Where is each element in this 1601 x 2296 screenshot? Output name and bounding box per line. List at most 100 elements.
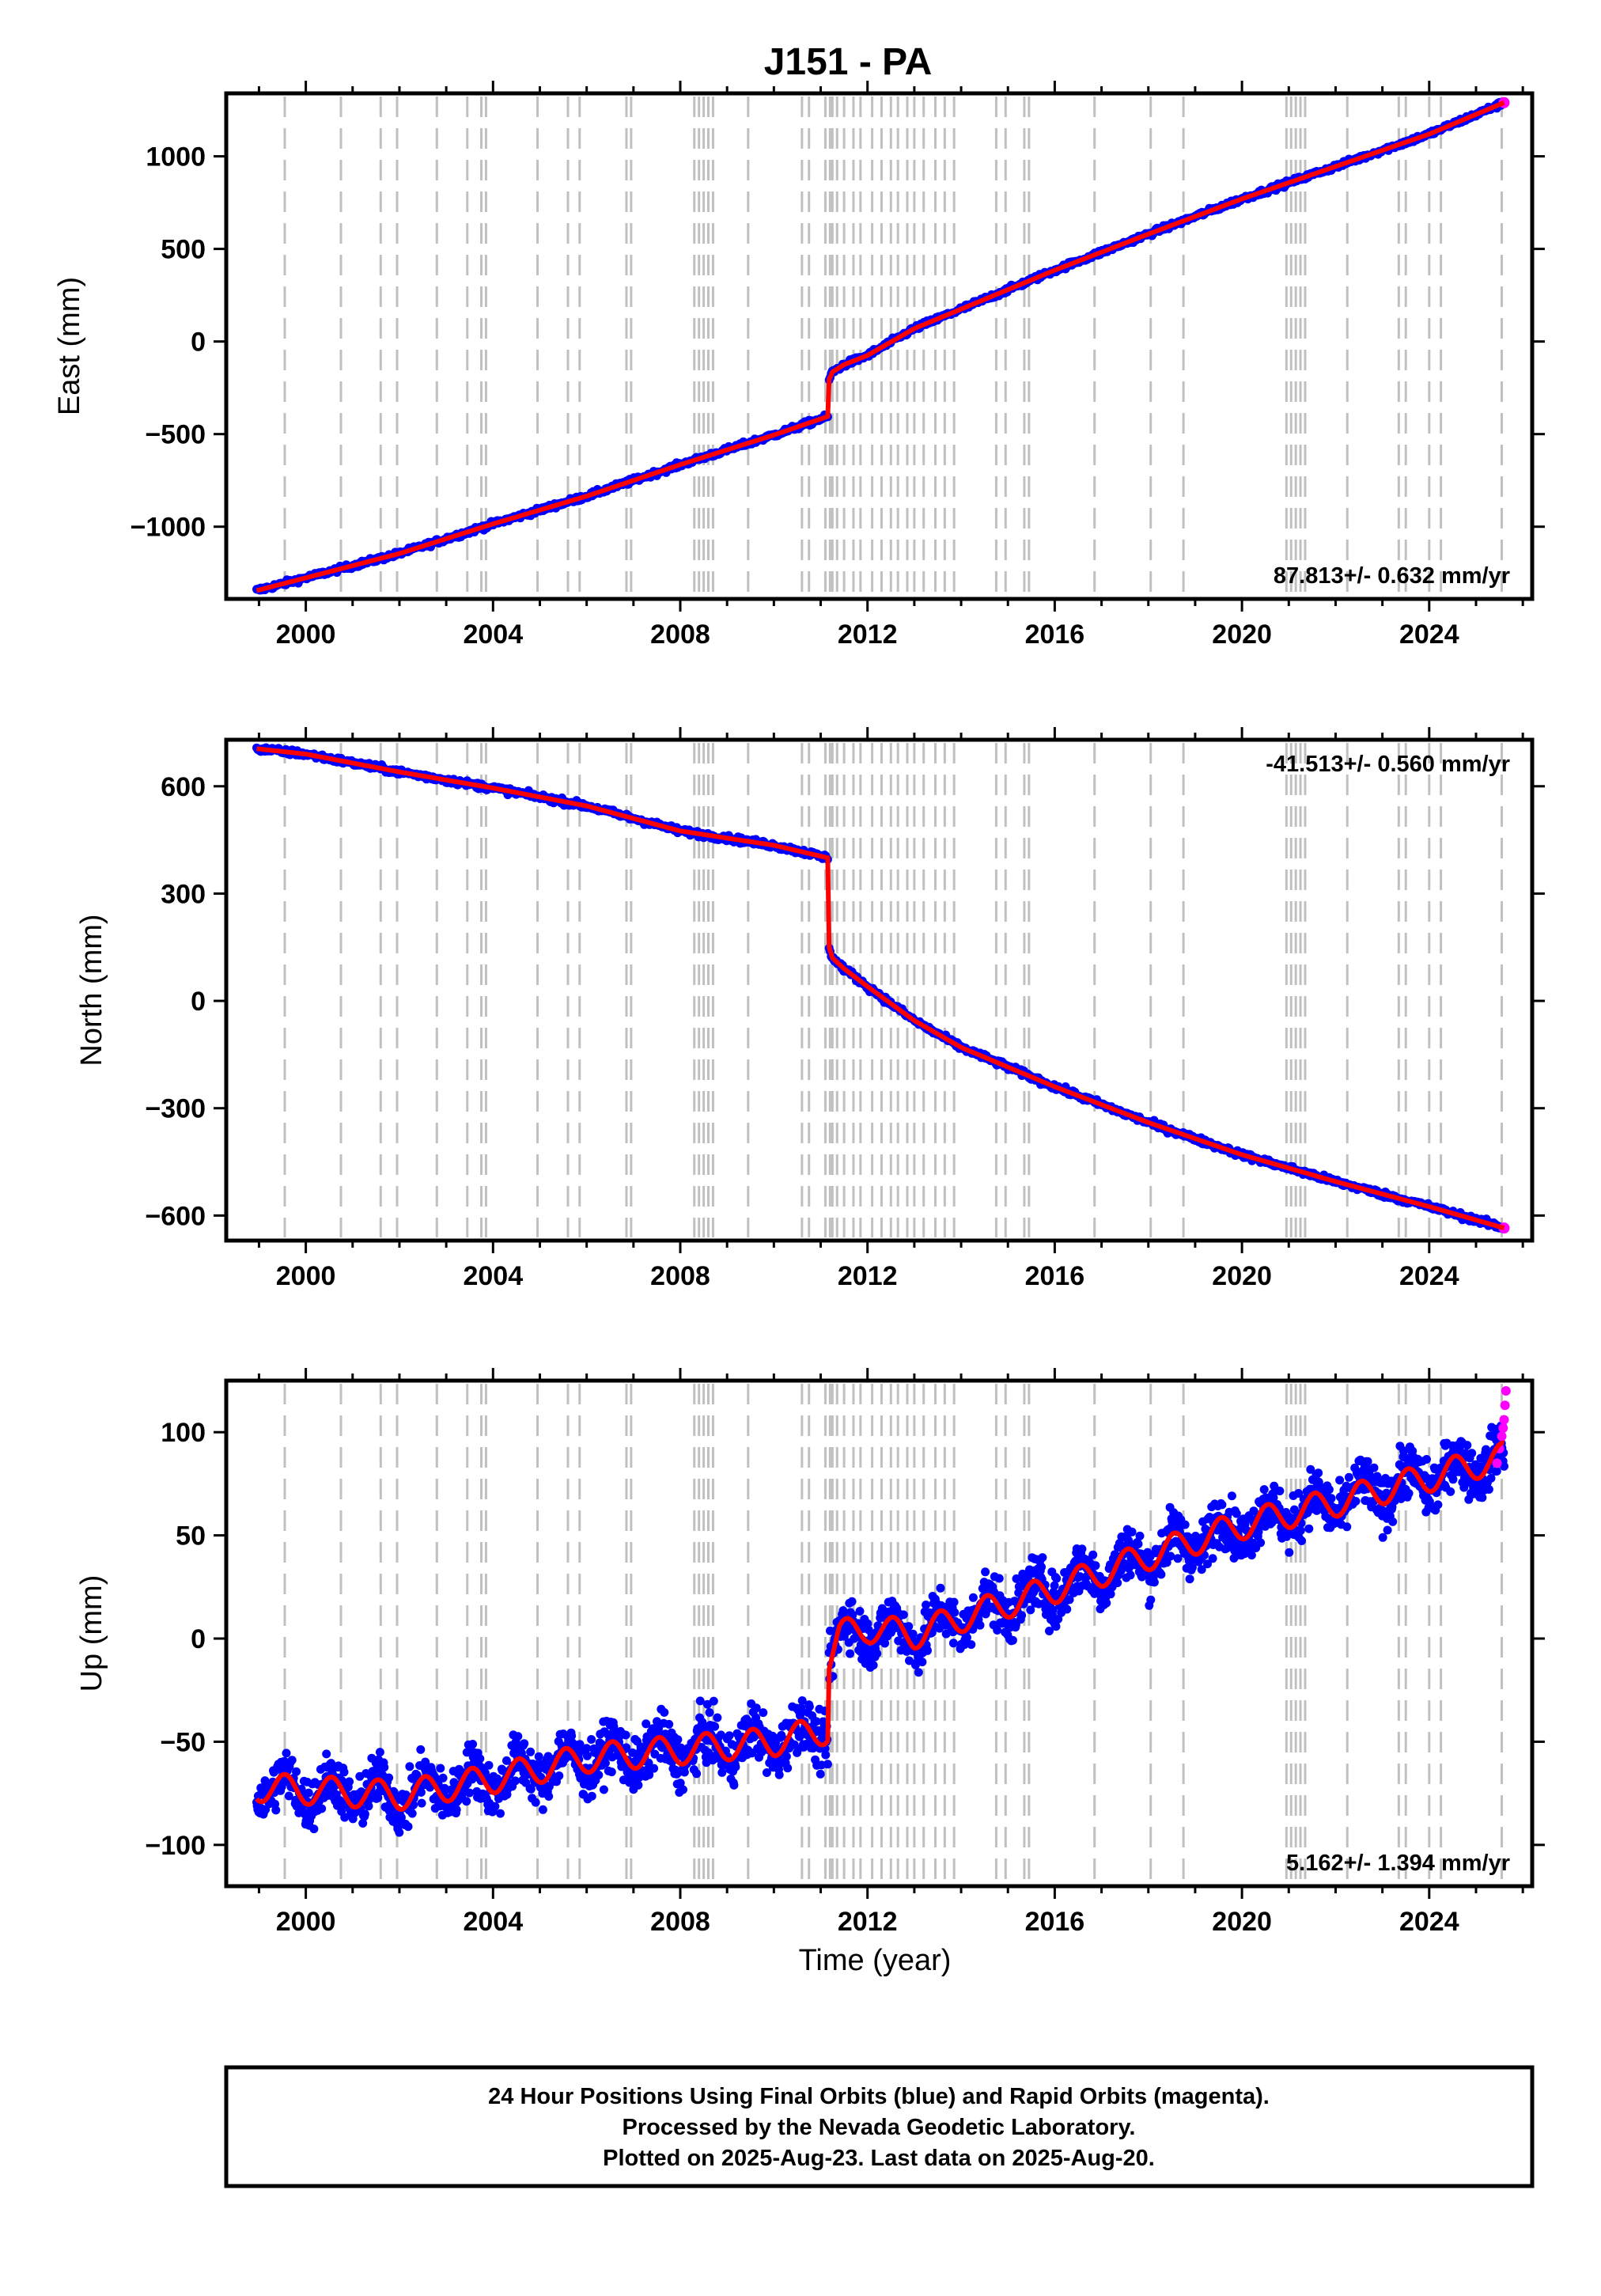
data-point: [774, 1770, 784, 1779]
x-tick-label: 2020: [1212, 1261, 1272, 1291]
data-point: [287, 1756, 297, 1765]
y-tick-label: 0: [191, 987, 206, 1017]
east-panel: 2000 2004 2008 2012 2016 2020 2024−1000−500050…: [53, 81, 1545, 650]
x-tick-label: 2004: [463, 1261, 523, 1291]
data-point: [1146, 1595, 1156, 1605]
east-y-axis-label: East (mm): [53, 277, 86, 415]
data-point: [709, 1696, 718, 1706]
data-point: [804, 1702, 814, 1711]
north-step-lines: [283, 743, 1504, 1237]
data-point: [1342, 1522, 1352, 1532]
data-point: [1091, 1561, 1100, 1570]
east-step-lines: [283, 97, 1504, 596]
data-point: [1156, 1570, 1166, 1579]
data-point: [531, 1798, 540, 1807]
data-point: [717, 1767, 727, 1777]
data-point: [729, 1780, 739, 1790]
data-point: [936, 1583, 945, 1593]
data-point: [679, 1767, 689, 1777]
x-tick-label: 2008: [650, 1261, 710, 1291]
data-point: [1256, 1538, 1266, 1548]
data-point: [1344, 1472, 1353, 1482]
data-point: [816, 1769, 825, 1779]
data-point: [1052, 1574, 1062, 1583]
data-point: [664, 1719, 674, 1729]
data-point: [994, 1574, 1004, 1583]
north-y-axis-label: North (mm): [75, 914, 108, 1066]
data-point: [660, 1707, 669, 1717]
data-point: [1126, 1570, 1135, 1580]
x-tick-label: 2020: [1212, 619, 1272, 650]
data-point: [1369, 1463, 1379, 1472]
data-point: [1038, 1553, 1047, 1563]
data-point: [634, 1780, 643, 1790]
data-point: [948, 1639, 958, 1648]
data-point: [1217, 1500, 1227, 1510]
data-point: [968, 1593, 978, 1602]
data-point: [1388, 1517, 1398, 1526]
y-tick-label: 0: [191, 328, 206, 358]
north-panel: 2000 2004 2008 2012 2016 2020 2024−600−3000300…: [75, 727, 1545, 1291]
data-point: [1404, 1489, 1414, 1498]
data-point: [1008, 1635, 1017, 1645]
data-point: [981, 1567, 990, 1577]
y-tick-label: 500: [161, 235, 206, 265]
y-tick-label: −300: [145, 1094, 206, 1124]
data-point: [782, 1752, 791, 1761]
data-point: [1383, 1525, 1392, 1535]
data-point: [918, 1658, 927, 1667]
data-point: [417, 1798, 426, 1808]
data-point: [304, 1788, 313, 1798]
data-point: [538, 1805, 547, 1814]
data-point: [309, 1824, 319, 1834]
data-point: [360, 1809, 369, 1819]
data-point: [271, 1805, 281, 1815]
x-tick-label: 2000: [276, 619, 336, 650]
data-point: [1314, 1468, 1323, 1478]
data-point: [1149, 1578, 1159, 1587]
data-point: [375, 1748, 384, 1757]
data-point: [759, 1708, 768, 1718]
data-point: [465, 1788, 475, 1798]
data-point: [544, 1792, 554, 1801]
data-point: [713, 1713, 722, 1722]
data-point: [599, 1785, 608, 1794]
data-point: [403, 1822, 413, 1832]
data-point: [1335, 1476, 1345, 1485]
data-point: [475, 1754, 485, 1764]
data-point: [1378, 1533, 1387, 1542]
data-point: [490, 1802, 500, 1811]
data-point: [872, 1649, 882, 1658]
data-point: [692, 1769, 702, 1779]
x-tick-label: 2016: [1025, 1261, 1085, 1291]
x-tick-label: 2004: [463, 619, 523, 650]
data-point: [436, 1764, 445, 1773]
data-point: [621, 1730, 630, 1740]
data-point: [405, 1762, 414, 1771]
data-point: [1185, 1574, 1194, 1584]
up-panel: 2000 2004 2008 2012 2016 2020 2024−100−5005010…: [75, 1368, 1545, 1937]
data-point: [731, 1762, 740, 1771]
data-point: [783, 1764, 793, 1773]
data-point: [1180, 1520, 1190, 1529]
data-point: [1351, 1497, 1361, 1506]
data-point: [484, 1760, 494, 1770]
data-point: [339, 1767, 349, 1777]
data-point: [1088, 1550, 1098, 1559]
data-point: [1127, 1527, 1137, 1536]
data-point: [462, 1797, 471, 1806]
y-tick-label: −1000: [131, 513, 206, 543]
data-point: [1062, 1605, 1072, 1614]
data-point: [594, 1771, 604, 1779]
data-point: [534, 1752, 543, 1761]
data-point: [1135, 1531, 1145, 1540]
data-point: [1327, 1494, 1336, 1503]
data-point: [1324, 1485, 1334, 1495]
data-point: [967, 1640, 976, 1650]
data-point: [526, 1747, 536, 1756]
data-point: [847, 1597, 857, 1606]
data-point: [438, 1773, 448, 1783]
data-point: [1037, 1563, 1047, 1572]
data-point: [407, 1809, 417, 1818]
data-point: [468, 1740, 478, 1749]
